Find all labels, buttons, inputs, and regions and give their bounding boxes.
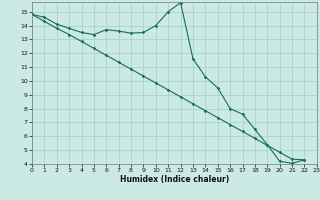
X-axis label: Humidex (Indice chaleur): Humidex (Indice chaleur) — [120, 175, 229, 184]
